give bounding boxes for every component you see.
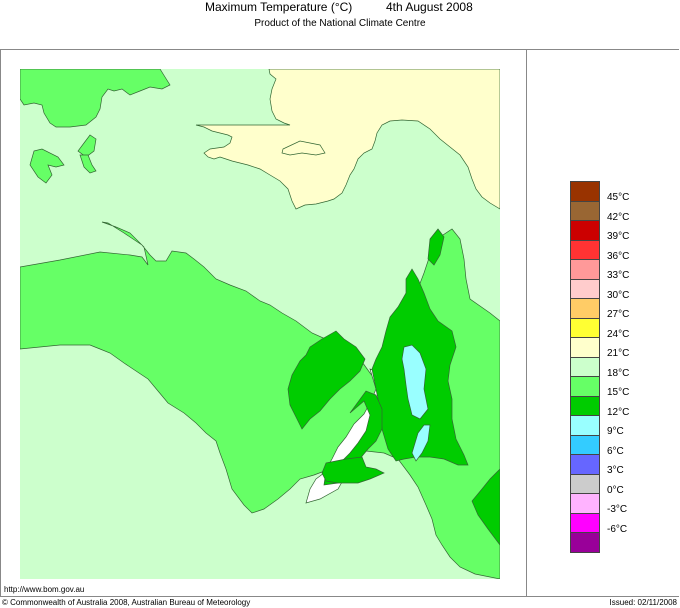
- legend-label: 36°C: [607, 250, 630, 262]
- issued-date: Issued: 02/11/2008: [609, 598, 677, 607]
- legend-swatch-0: 0°C: [570, 473, 624, 496]
- zone-9-12-north: [401, 344, 429, 420]
- legend-label: 42°C: [607, 211, 630, 223]
- legend-swatch-below-minus6: [570, 532, 600, 553]
- zone-15-18-island: [77, 134, 97, 158]
- temperature-legend: 45°C 42°C 39°C 36°C 33°C 30°C 27°C 24°C …: [570, 181, 629, 553]
- title-date: 4th August 2008: [386, 0, 473, 14]
- zone-12-15-flinders: [427, 228, 445, 266]
- legend-swatch-36: 36°C: [570, 239, 629, 262]
- legend-label: 9°C: [607, 426, 624, 437]
- legend-swatch-24: 24°C: [570, 317, 629, 340]
- legend-swatch-minus6: -6°C: [570, 512, 627, 535]
- legend-label: 0°C: [607, 484, 624, 496]
- legend-swatch-30: 30°C: [570, 278, 629, 301]
- legend-label: 33°C: [607, 270, 630, 281]
- legend-label: 6°C: [607, 445, 624, 457]
- legend-label: 39°C: [607, 231, 630, 242]
- zone-12-15-eyre: [287, 330, 366, 430]
- legend-label: 24°C: [607, 328, 630, 340]
- zone-9-12-south: [411, 424, 431, 462]
- legend-swatch-42: 42°C: [570, 200, 629, 223]
- legend-swatch-39: 39°C: [570, 220, 629, 242]
- zone-above-21-inlet: [281, 140, 326, 156]
- zone-15-18-island: [79, 154, 97, 174]
- legend-swatch-9: 9°C: [570, 415, 624, 437]
- frame-divider: [526, 49, 527, 597]
- legend-swatch-6: 6°C: [570, 434, 624, 457]
- legend-swatch-15: 15°C: [570, 376, 629, 398]
- legend-swatch-21: 21°C: [570, 337, 629, 359]
- legend-label: 45°C: [607, 192, 630, 203]
- legend-label: 21°C: [607, 348, 630, 359]
- legend-label: 15°C: [607, 387, 630, 398]
- legend-label: 30°C: [607, 289, 630, 301]
- legend-label: 27°C: [607, 309, 630, 320]
- zone-12-15-kangaroo-island: [321, 456, 385, 484]
- source-url: http://www.bom.gov.au: [4, 585, 85, 594]
- map-frame: [0, 49, 679, 597]
- legend-swatch-27: 27°C: [570, 298, 629, 320]
- zone-above-21: [195, 69, 500, 210]
- legend-swatch-3: 3°C: [570, 454, 624, 476]
- legend-swatch-18: 18°C: [570, 356, 629, 379]
- legend-label: 18°C: [607, 367, 630, 379]
- zone-15-18-northwest: [20, 69, 171, 128]
- copyright-notice: © Commonwealth of Australia 2008, Austra…: [2, 598, 251, 607]
- legend-swatch-33: 33°C: [570, 259, 629, 281]
- zone-12-15-southeast: [471, 468, 500, 546]
- legend-label: 3°C: [607, 465, 624, 476]
- legend-label: -6°C: [607, 523, 628, 535]
- legend-swatch-12: 12°C: [570, 395, 629, 418]
- legend-swatch-45: 45°C: [570, 181, 629, 203]
- zone-15-18-coastal: [20, 221, 500, 579]
- legend-swatch-minus3: -3°C: [570, 493, 627, 515]
- title-text: Maximum Temperature (°C): [205, 0, 353, 14]
- map-title: Maximum Temperature (°C) 4th August 2008: [0, 0, 680, 16]
- temperature-map: [20, 69, 500, 579]
- legend-label: -3°C: [607, 504, 628, 515]
- zone-15-18-island: [29, 148, 65, 184]
- subtitle: Product of the National Climate Centre: [254, 18, 426, 29]
- legend-label: 12°C: [607, 406, 630, 418]
